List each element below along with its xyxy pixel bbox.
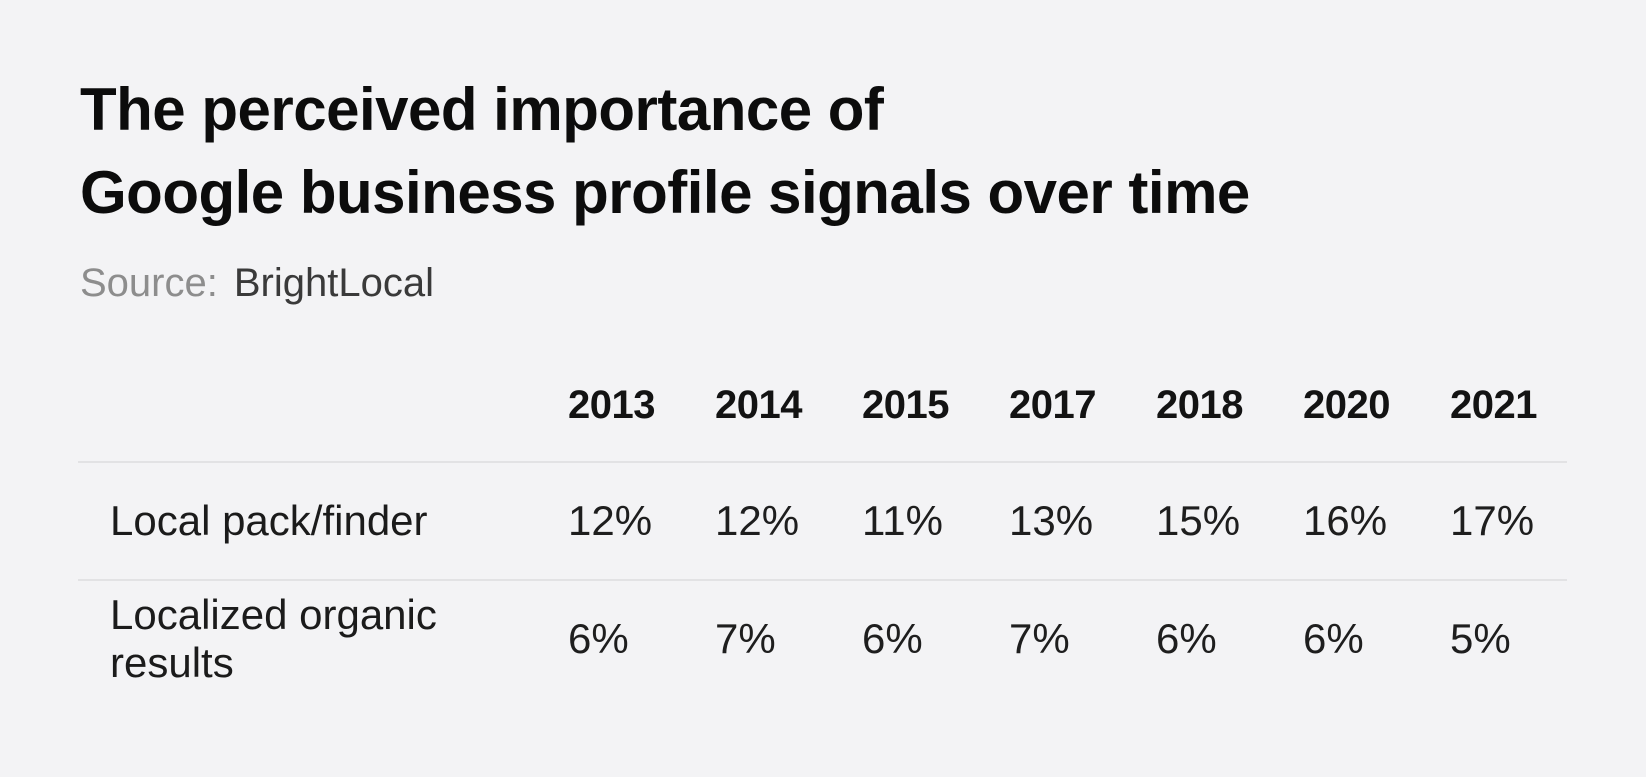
- table-cell: 5%: [1450, 615, 1511, 662]
- row-label: Local pack/finder: [110, 497, 428, 544]
- table-cell: 16%: [1303, 497, 1388, 544]
- row-label: Localized organic results: [110, 591, 437, 686]
- column-header-2014: 2014: [715, 383, 802, 427]
- table-cell: 6%: [1156, 615, 1217, 662]
- table-cell: 17%: [1450, 497, 1535, 544]
- column-header-2018: 2018: [1156, 383, 1243, 427]
- column-header-2021: 2021: [1450, 383, 1537, 427]
- table-cell: 6%: [862, 615, 923, 662]
- title-line-2: Google business profile signals over tim…: [80, 159, 1250, 226]
- source-label: Source:: [80, 261, 218, 305]
- table-cell: 11%: [862, 497, 943, 544]
- table-cell: 13%: [1009, 497, 1094, 544]
- table-cell: 7%: [1009, 615, 1070, 662]
- table-cell: 12%: [715, 497, 800, 544]
- table-header-row: 2013 2014 2015 2017 2018 2020 2021: [78, 350, 1567, 461]
- title-line-1: The perceived importance of: [80, 76, 884, 143]
- table-cell: 6%: [568, 615, 629, 662]
- table-row-local-pack-finder: Local pack/finder 12% 12% 11% 13% 15% 16…: [78, 461, 1567, 579]
- table-cell: 12%: [568, 497, 653, 544]
- table-cell: 15%: [1156, 497, 1241, 544]
- page-title: The perceived importance of Google busin…: [80, 68, 1250, 234]
- table-cell: 7%: [715, 615, 776, 662]
- column-header-2013: 2013: [568, 383, 655, 427]
- table-row-localized-organic-results: Localized organic results 6% 7% 6% 7% 6%…: [78, 579, 1567, 697]
- source-value: BrightLocal: [233, 261, 434, 305]
- column-header-2017: 2017: [1009, 383, 1096, 427]
- data-table: 2013 2014 2015 2017 2018 2020 2021 Local…: [78, 350, 1567, 697]
- table-cell: 6%: [1303, 615, 1364, 662]
- column-header-2015: 2015: [862, 383, 949, 427]
- column-header-2020: 2020: [1303, 383, 1390, 427]
- source-line: Source: BrightLocal: [80, 260, 434, 306]
